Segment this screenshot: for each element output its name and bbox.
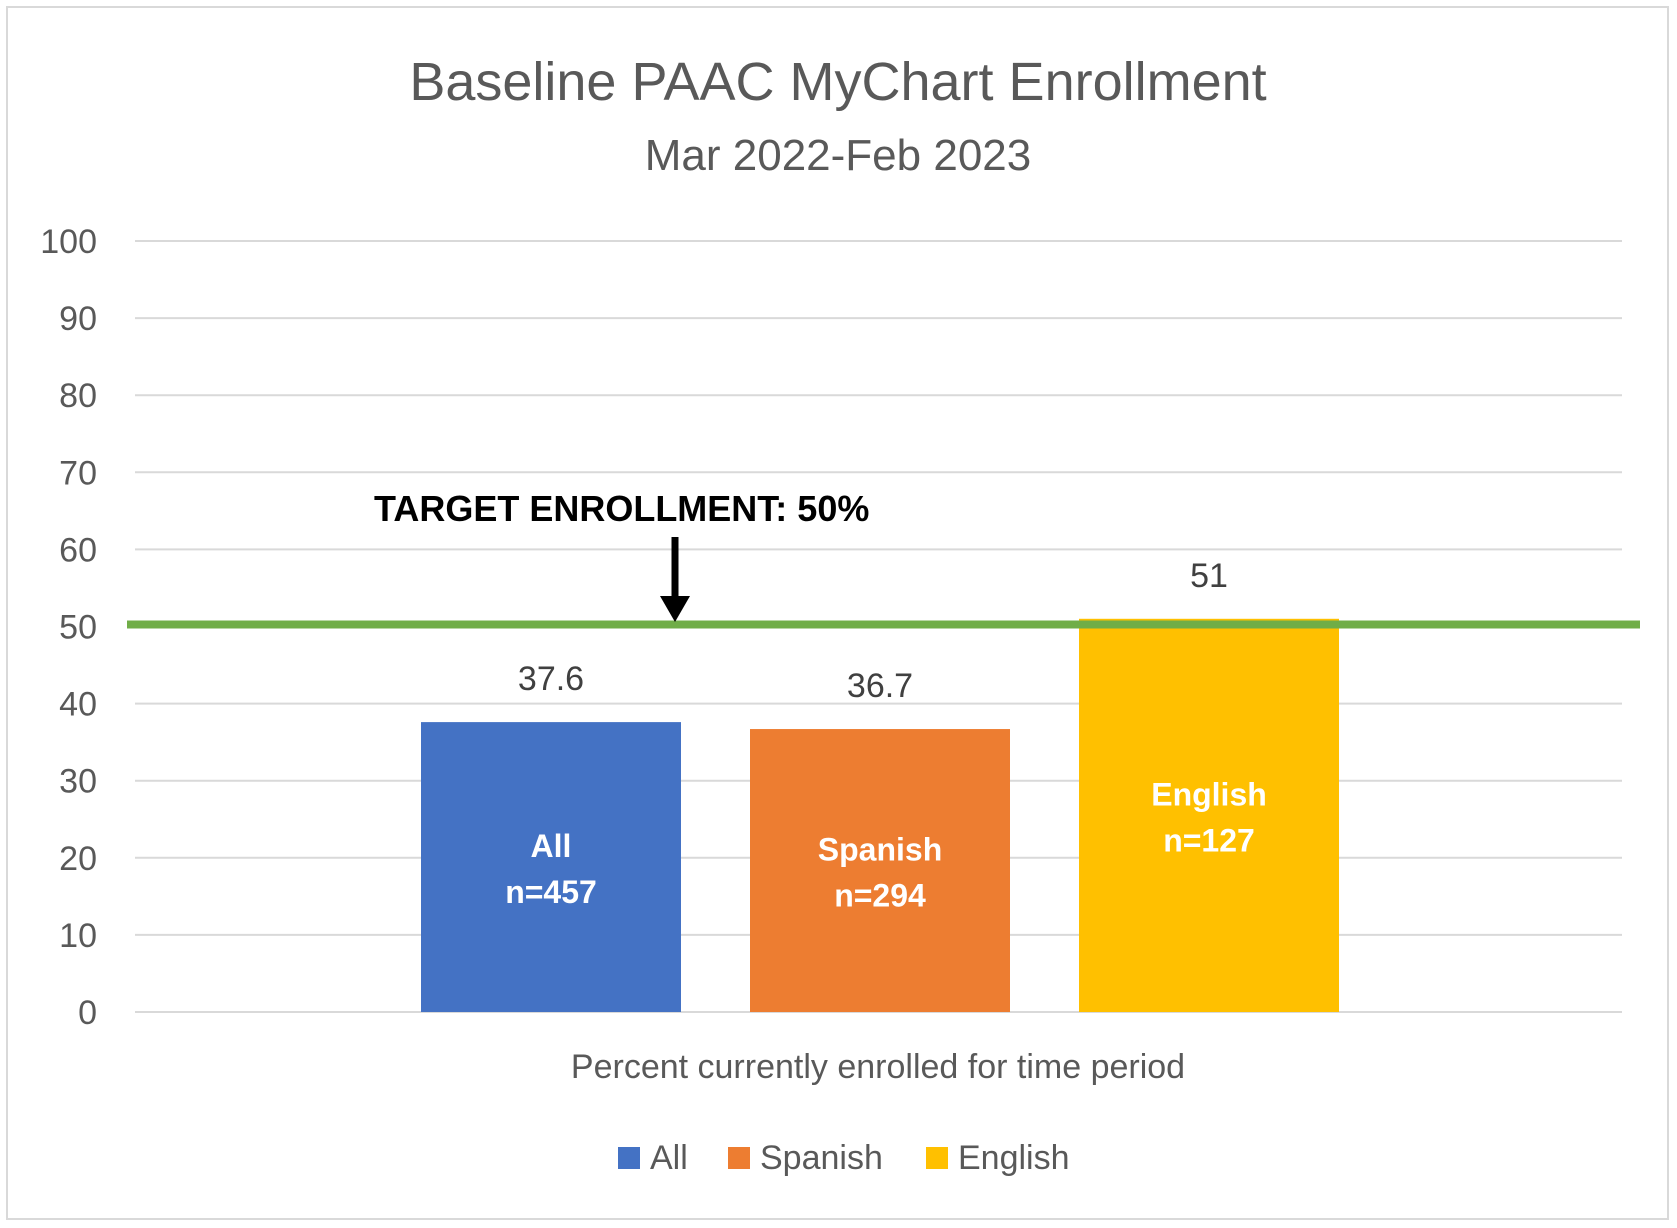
y-tick-label: 20 — [59, 840, 97, 878]
data-label: 36.7 — [847, 667, 913, 705]
legend-swatch — [926, 1147, 948, 1169]
y-tick-label: 60 — [59, 531, 97, 569]
bar-inner-n: n=457 — [505, 874, 597, 910]
legend-swatch — [728, 1147, 750, 1169]
y-tick-label: 10 — [59, 917, 97, 955]
y-tick-label: 70 — [59, 454, 97, 492]
bar-spanish — [750, 729, 1010, 1012]
legend-item-english: English — [926, 1139, 1070, 1177]
y-tick-label: 40 — [59, 686, 97, 724]
legend-label: English — [958, 1139, 1070, 1177]
y-tick-label: 90 — [59, 300, 97, 338]
chart-frame — [6, 6, 1669, 1220]
x-axis-label: Percent currently enrolled for time peri… — [571, 1048, 1185, 1086]
bar-english — [1079, 618, 1339, 1012]
target-line-group: TARGET ENROLLMENT: 50% — [127, 488, 1640, 629]
bar-inner-label: English — [1151, 776, 1267, 812]
legend-label: All — [650, 1139, 688, 1177]
bar-all — [421, 722, 681, 1012]
y-tick-label: 50 — [59, 609, 97, 647]
chart-subtitle: Mar 2022-Feb 2023 — [645, 131, 1031, 180]
legend-item-spanish: Spanish — [728, 1139, 883, 1177]
legend: All Spanish English — [618, 1139, 1070, 1177]
legend-item-all: All — [618, 1139, 688, 1177]
bar-inner-label: Spanish — [818, 832, 942, 868]
bar-inner-n: n=294 — [834, 878, 926, 914]
y-tick-label: 100 — [40, 223, 97, 261]
bars: 37.6 All n=457 36.7 Spanish n=294 51 English n=1… — [421, 557, 1339, 1012]
bar-inner-n: n=127 — [1163, 822, 1255, 858]
chart-title: Baseline PAAC MyChart Enrollment — [409, 52, 1266, 112]
legend-label: Spanish — [760, 1139, 883, 1177]
y-tick-label: 0 — [78, 994, 97, 1032]
data-label: 51 — [1190, 557, 1228, 595]
target-arrow-head — [660, 596, 690, 622]
y-axis: 0 10 20 30 40 50 60 70 80 90 100 — [40, 223, 97, 1032]
legend-swatch — [618, 1147, 640, 1169]
bar-inner-label: All — [531, 828, 572, 864]
data-label: 37.6 — [518, 660, 584, 698]
target-label: TARGET ENROLLMENT: 50% — [374, 488, 869, 529]
y-tick-label: 30 — [59, 763, 97, 801]
y-tick-label: 80 — [59, 377, 97, 415]
